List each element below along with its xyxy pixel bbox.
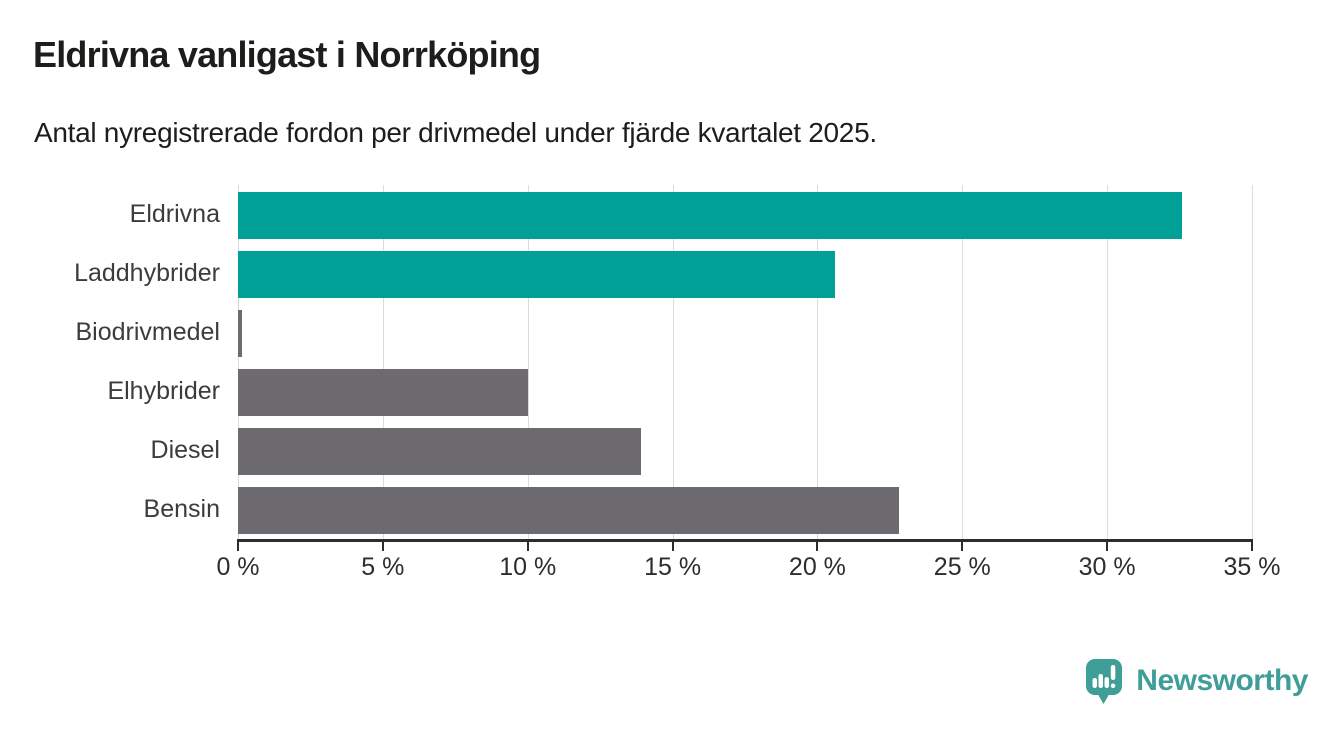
x-tick-label-5: 5 % <box>361 553 405 581</box>
brand-name: Newsworthy <box>1136 664 1308 697</box>
logo-exclamation-stroke <box>1111 664 1116 680</box>
logo-bar-tall <box>1098 673 1104 688</box>
bar-biodrivmedel <box>238 310 243 357</box>
x-tick-30 <box>1106 542 1109 551</box>
category-label-diesel: Diesel <box>150 436 220 464</box>
bar-diesel <box>238 428 641 475</box>
gridline-5 <box>382 185 384 539</box>
gridline-25 <box>962 185 964 539</box>
x-axis: 0 % 5 % 10 % 15 % 20 % 25 % 30 % 35 % <box>216 539 1280 599</box>
category-label-eldrivna: Eldrivna <box>129 200 220 228</box>
gridline-20 <box>817 185 819 539</box>
x-tick-label-20: 20 % <box>788 553 846 581</box>
plot-area <box>238 185 1253 539</box>
x-tick-35 <box>1251 542 1253 551</box>
bar-eldrivna <box>238 192 1183 239</box>
bar-laddhybrider <box>238 251 835 298</box>
category-label-biodrivmedel: Biodrivmedel <box>75 318 220 346</box>
x-tick-label-10: 10 % <box>499 553 557 581</box>
gridline-15 <box>672 185 674 539</box>
x-tick-25 <box>961 542 964 551</box>
x-tick-5 <box>381 542 384 551</box>
bar-bensin <box>238 487 899 534</box>
gridline-35 <box>1252 185 1253 539</box>
category-label-laddhybrider: Laddhybrider <box>74 259 220 287</box>
x-axis-line <box>237 539 1253 542</box>
x-tick-label-30: 30 % <box>1078 553 1136 581</box>
x-tick-label-35: 35 % <box>1223 553 1281 581</box>
x-tick-10 <box>526 542 529 551</box>
x-tick-20 <box>816 542 819 551</box>
x-tick-0 <box>237 542 239 551</box>
logo-bar-small <box>1092 677 1098 688</box>
logo-bar-medium <box>1104 676 1110 688</box>
page-subtitle: Antal nyregistrerade fordon per drivmede… <box>34 117 877 148</box>
category-label-elhybrider: Elhybrider <box>107 377 220 405</box>
gridline-0 <box>238 185 239 539</box>
x-tick-label-25: 25 % <box>933 553 991 581</box>
gridline-10 <box>527 185 529 539</box>
logo-exclamation-dot <box>1111 683 1116 688</box>
newsworthy-speech-bubble-barchart-icon <box>1086 658 1123 704</box>
category-label-bensin: Bensin <box>143 495 220 523</box>
bar-elhybrider <box>238 369 528 416</box>
gridline-30 <box>1107 185 1109 539</box>
x-tick-label-15: 15 % <box>644 553 702 581</box>
x-tick-label-0: 0 % <box>216 553 260 581</box>
brand-logo: Newsworthy <box>1085 657 1308 705</box>
x-tick-15 <box>671 542 674 551</box>
category-axis: Eldrivna Laddhybrider Biodrivmedel Elhybrid… <box>0 185 220 539</box>
page-title: Eldrivna vanligast i Norrköping <box>33 34 541 75</box>
